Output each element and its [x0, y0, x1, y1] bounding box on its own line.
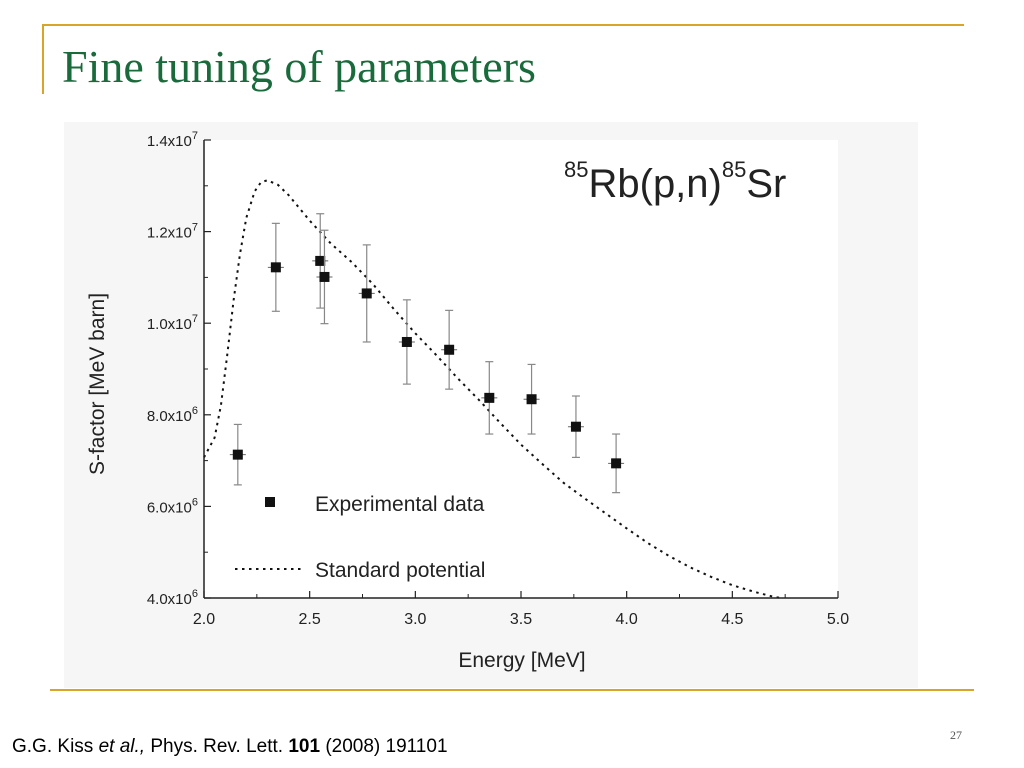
- data-point: [526, 394, 537, 405]
- chart-title: 85Rb(p,n)85Sr: [564, 157, 786, 206]
- chart-title-base2: Sr: [746, 162, 786, 206]
- data-point: [319, 271, 330, 282]
- y-axis-ticks: 4.0x1066.0x1068.0x1061.0x1071.2x1071.4x1…: [147, 130, 211, 608]
- standard-potential-curve: [203, 179, 784, 599]
- citation-volume: 101: [288, 736, 321, 757]
- citation-authors: G.G. Kiss: [12, 736, 94, 757]
- citation-year-pages: (2008) 191101: [325, 736, 448, 757]
- y-tick-mantissa: 8.0x10: [147, 408, 192, 425]
- y-tick-label: 1.0x107: [147, 313, 198, 333]
- x-tick-label: 4.5: [721, 611, 743, 628]
- citation-etal: et al.,: [98, 736, 146, 757]
- y-tick-exponent: 6: [192, 588, 198, 600]
- y-tick-label: 1.2x107: [147, 222, 198, 242]
- data-point: [484, 392, 495, 403]
- y-tick-mantissa: 1.4x10: [147, 133, 192, 150]
- slide-number: 27: [950, 728, 962, 742]
- x-axis-label: Energy [MeV]: [458, 649, 585, 672]
- standard-potential-series: [203, 179, 784, 599]
- y-tick-exponent: 7: [192, 313, 198, 325]
- x-axis-ticks: 2.0 2.5 3.0 3.5 4.0 4.5 5.0: [193, 591, 849, 628]
- y-tick-mantissa: 1.0x10: [147, 316, 192, 333]
- y-tick-label: 6.0x106: [147, 496, 198, 516]
- y-tick-label: 8.0x106: [147, 405, 198, 425]
- data-point: [361, 288, 372, 299]
- data-point: [444, 344, 455, 355]
- legend-label-standard: Standard potential: [315, 559, 485, 582]
- data-point: [315, 255, 326, 266]
- y-tick-exponent: 7: [192, 222, 198, 234]
- y-tick-mantissa: 6.0x10: [147, 499, 192, 516]
- y-tick-mantissa: 1.2x10: [147, 225, 192, 242]
- chart-title-sup1: 85: [564, 157, 588, 182]
- y-tick-exponent: 6: [192, 405, 198, 417]
- data-point: [570, 421, 581, 432]
- x-tick-label: 2.0: [193, 611, 215, 628]
- x-tick-label: 3.5: [510, 611, 532, 628]
- y-tick-exponent: 7: [192, 130, 198, 142]
- x-tick-label: 2.5: [299, 611, 321, 628]
- plot-area-background: [204, 140, 838, 598]
- left-border-line: [42, 24, 44, 94]
- y-tick-label: 4.0x106: [147, 588, 198, 608]
- chart: 2.0 2.5 3.0 3.5 4.0 4.5 5.0 4.0x1066.0x1068.0x…: [86, 130, 849, 672]
- data-point: [611, 458, 622, 469]
- legend: Experimental data Standard potential: [235, 493, 485, 582]
- data-point: [401, 336, 412, 347]
- citation-journal: Phys. Rev. Lett.: [150, 736, 284, 757]
- top-border-line: [42, 24, 964, 26]
- y-axis-label: S-factor [MeV barn]: [86, 293, 109, 475]
- chart-panel: 2.0 2.5 3.0 3.5 4.0 4.5 5.0 4.0x106 6.0x106 8.0x…: [64, 122, 918, 688]
- bottom-border-line: [50, 689, 974, 691]
- y-tick-exponent: 6: [192, 496, 198, 508]
- chart-title-base1: Rb(p,n): [588, 162, 721, 206]
- data-point: [232, 449, 243, 460]
- citation: G.G. Kiss et al., Phys. Rev. Lett. 101 (…: [12, 736, 448, 758]
- x-tick-label: 4.0: [616, 611, 638, 628]
- slide-title: Fine tuning of parameters: [62, 41, 536, 92]
- legend-label-experimental: Experimental data: [315, 493, 485, 516]
- experimental-data-series: [229, 213, 625, 494]
- chart-title-sup2: 85: [722, 157, 746, 182]
- legend-square-marker: [265, 497, 275, 507]
- y-tick-mantissa: 4.0x10: [147, 591, 192, 608]
- y-tick-label: 1.4x107: [147, 130, 198, 150]
- x-tick-label: 5.0: [827, 611, 849, 628]
- x-tick-label: 3.0: [404, 611, 426, 628]
- data-point: [270, 262, 281, 273]
